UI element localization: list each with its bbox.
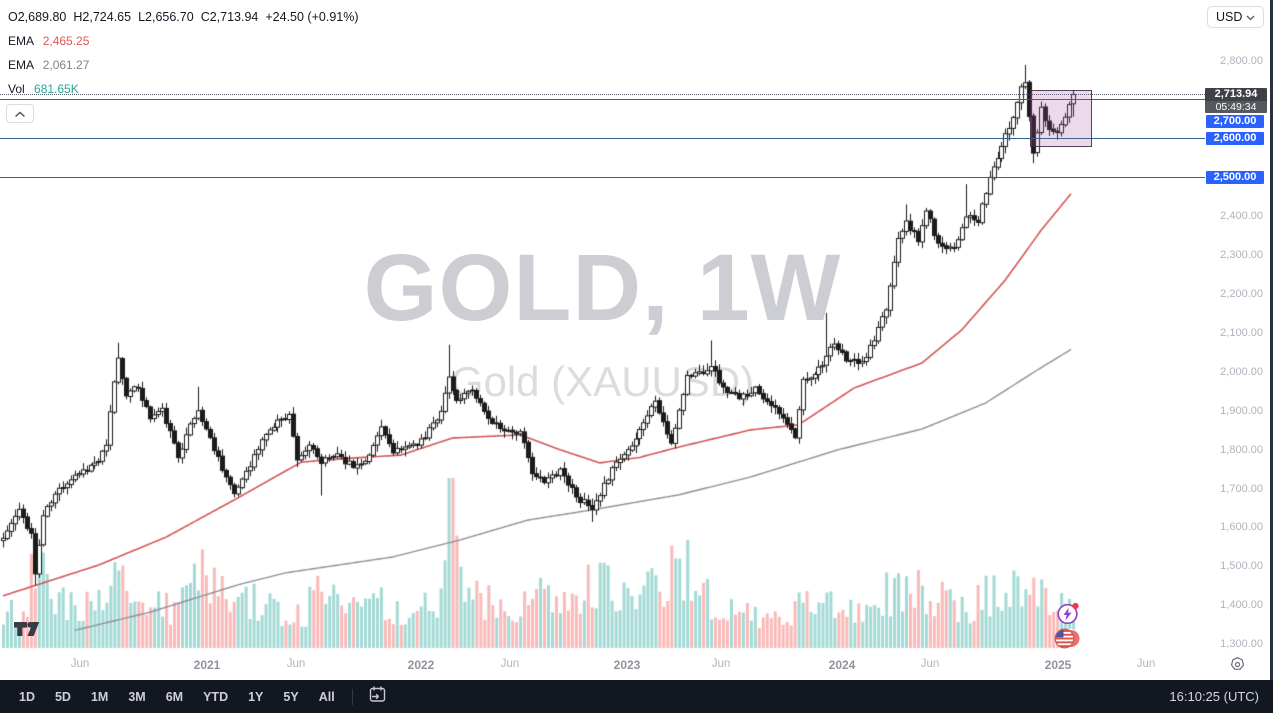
server-clock[interactable]: 16:10:25 (UTC)	[1169, 689, 1259, 704]
indicator-row-volume: Vol 681.65K	[8, 82, 79, 96]
indicator-value: 681.65K	[34, 82, 79, 96]
price-tick-label: 1,800.00	[1220, 443, 1263, 456]
time-tick-label: 2025	[1044, 658, 1072, 672]
rectangle-drawing[interactable]	[1030, 90, 1093, 148]
indicator-label: EMA	[8, 58, 34, 72]
ohlc-open: O2,689.80	[8, 10, 67, 24]
lightning-events-icon[interactable]	[1056, 601, 1081, 631]
range-button-6m[interactable]: 6M	[165, 689, 184, 704]
time-axis[interactable]: Jun 2021 Jun 2022 Jun 2023 Jun 2024 Jun 2025 Jun	[0, 650, 1273, 680]
range-button-1y[interactable]: 1Y	[248, 689, 264, 704]
price-tick-label: 2,400.00	[1220, 210, 1263, 223]
price-tick-label: 2,100.00	[1220, 327, 1263, 340]
range-button-all[interactable]: All	[318, 689, 335, 704]
range-button-5y[interactable]: 5Y	[283, 689, 299, 704]
time-tick-label: 2023	[613, 658, 641, 672]
price-axis[interactable]: 2,800.00 2,700.00 2,600.00 2,500.00 2,400.00…	[1205, 0, 1270, 680]
indicator-value: 2,061.27	[42, 58, 90, 72]
gear-icon[interactable]	[1229, 656, 1246, 678]
horizontal-line-drawing[interactable]	[0, 99, 1205, 101]
ohlc-legend: O2,689.80 H2,724.65 L2,656.70 C2,713.94 +24.…	[8, 10, 366, 24]
currency-selector[interactable]: USD	[1207, 6, 1264, 28]
tradingview-logo[interactable]	[12, 616, 42, 647]
date-range-buttons: 1D 5D 1M 3M 6M YTD 1Y 5Y All	[8, 687, 344, 707]
current-price-value: 2,713.94	[1205, 87, 1267, 101]
price-tick-label: 1,400.00	[1220, 599, 1263, 612]
indicator-label: Vol	[8, 82, 25, 96]
horizontal-line-drawing[interactable]	[0, 176, 1205, 178]
range-button-ytd[interactable]: YTD	[203, 689, 229, 704]
chevron-down-icon	[1246, 10, 1255, 24]
legend-collapse-button[interactable]	[6, 104, 34, 123]
price-level-label: 2,700.00	[1206, 114, 1264, 128]
price-tick-label: 1,600.00	[1220, 521, 1263, 534]
time-tick-label: 2022	[407, 658, 435, 672]
time-tick-label: Jun	[711, 658, 731, 670]
chevron-up-icon	[14, 105, 26, 123]
economic-calendar-flag-icon[interactable]	[1054, 627, 1082, 655]
ohlc-high: H2,724.65	[73, 10, 132, 24]
range-button-1m[interactable]: 1M	[90, 689, 109, 704]
price-tick-label: 1,700.00	[1220, 482, 1263, 495]
indicator-row-ema-slow: EMA 2,061.27	[8, 58, 89, 72]
price-tick-label: 2,000.00	[1220, 365, 1263, 378]
indicator-value: 2,465.25	[42, 34, 90, 48]
price-tick-label: 1,500.00	[1220, 560, 1263, 573]
toolbar-divider	[351, 688, 353, 705]
range-button-5d[interactable]: 5D	[54, 689, 71, 704]
indicator-row-ema-fast: EMA 2,465.25	[8, 34, 89, 48]
time-tick-label: Jun	[70, 658, 90, 670]
current-price-label: 2,713.94 05:49:34	[1205, 87, 1267, 113]
price-tick-label: 1,900.00	[1220, 404, 1263, 417]
time-tick-label: Jun	[920, 658, 940, 670]
time-tick-label: 2021	[193, 658, 221, 672]
bottom-toolbar: 1D 5D 1M 3M 6M YTD 1Y 5Y All 16:10:25 (UTC)	[0, 680, 1273, 713]
range-button-1d[interactable]: 1D	[19, 689, 35, 704]
price-tick-label: 2,200.00	[1220, 288, 1263, 301]
price-chart-canvas[interactable]	[0, 30, 1205, 650]
calendar-go-to-date-icon	[367, 685, 388, 709]
price-tick-label: 1,300.00	[1220, 638, 1263, 650]
current-price-dotted-line	[0, 93, 1205, 95]
time-tick-label: Jun	[500, 658, 520, 670]
window-edge	[1270, 0, 1273, 680]
ohlc-close: C2,713.94	[200, 10, 259, 24]
currency-value: USD	[1216, 10, 1243, 24]
price-tick-label: 2,800.00	[1220, 55, 1263, 67]
chart-region: GOLD, 1W Gold (XAUUSD)	[0, 30, 1205, 650]
time-tick-label: 2024	[828, 658, 856, 672]
price-level-label: 2,600.00	[1206, 132, 1264, 146]
price-tick-label: 2,300.00	[1220, 249, 1263, 262]
time-tick-label: Jun	[286, 658, 306, 670]
go-to-date-button[interactable]	[361, 683, 394, 711]
indicator-label: EMA	[8, 34, 34, 48]
price-level-label: 2,500.00	[1206, 171, 1264, 185]
horizontal-line-drawing[interactable]	[0, 137, 1205, 139]
time-tick-label: Jun	[1136, 658, 1156, 670]
ohlc-low: L2,656.70	[138, 10, 194, 24]
range-button-3m[interactable]: 3M	[128, 689, 146, 704]
bar-close-countdown: 05:49:34	[1205, 100, 1267, 113]
ohlc-change: +24.50 (+0.91%)	[265, 10, 359, 24]
